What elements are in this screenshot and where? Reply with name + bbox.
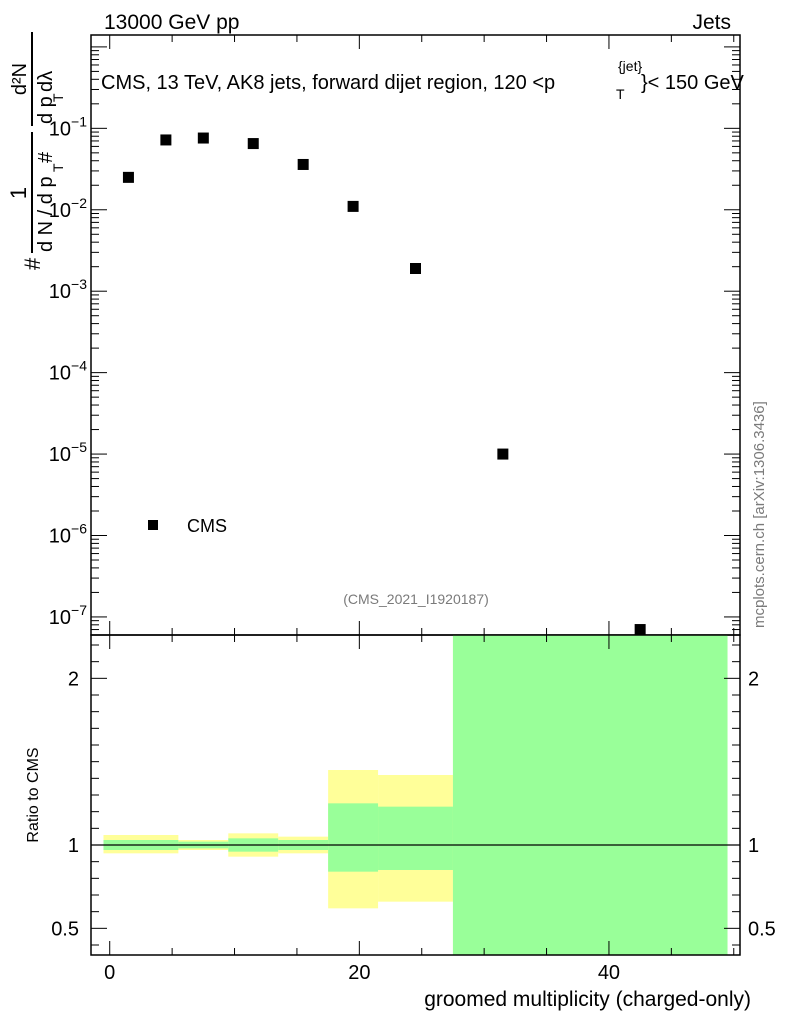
cms-data-point [247, 138, 259, 150]
ratio-y-tick-label: 0.5 [51, 918, 79, 940]
legend-label: CMS [187, 516, 227, 536]
cms-data-point [122, 171, 134, 183]
chart-title-prefix: CMS, 13 TeV, AK8 jets, forward dijet reg… [101, 72, 555, 94]
upper-y-tick-label: 10−3 [49, 276, 87, 303]
ylabel-frac1-den-suffix: # [35, 151, 57, 163]
ratio-y-tick-label: 2 [68, 668, 79, 690]
x-axis-label: groomed multiplicity (charged-only) [424, 988, 751, 1011]
chart-title-sub: T [616, 86, 625, 102]
ylabel-frac2-den-sub: T [50, 93, 66, 102]
cms-data-points [122, 132, 646, 636]
ylabel-prefix: # [20, 257, 45, 270]
chart-title-sup: {jet} [618, 58, 642, 74]
cms-data-point [410, 263, 421, 275]
header-left-label: 13000 GeV pp [104, 11, 239, 34]
ratio-tick-labels: 0.5 0.51 12 20 20 40 [51, 668, 776, 984]
ratio-y-tick-label-right: 1 [748, 835, 759, 857]
ylabel-frac2-num: d²N [9, 63, 31, 95]
upper-y-tick-label: 10−6 [49, 521, 87, 548]
upper-y-tick-label: 10−5 [49, 439, 87, 466]
x-tick-label: 20 [348, 962, 370, 984]
upper-plot-frame [90, 34, 741, 636]
upper-y-tick-label: 10−7 [49, 602, 87, 629]
ratio-stat-band [328, 803, 379, 872]
cms-data-point [160, 134, 172, 146]
legend-marker [148, 520, 158, 530]
ratio-bands [103, 635, 728, 955]
cms-data-point [634, 624, 646, 636]
chart-title-suffix: }< 150 GeV [641, 72, 745, 94]
upper-y-axis-label: # 1 d N / d p T # d²N d p T dλ [6, 32, 66, 270]
analysis-watermark: (CMS_2021_I1920187) [343, 591, 489, 607]
cms-data-point [497, 448, 509, 460]
ylabel-frac1-num: 1 [6, 187, 31, 199]
upper-x-axis-ticks [109, 35, 735, 635]
cms-data-point [347, 200, 359, 212]
cms-data-point [297, 158, 309, 170]
ylabel-frac2-den: d p [35, 96, 57, 124]
upper-y-tick-label: 10−1 [49, 113, 87, 140]
side-source-label: mcplots.cern.ch [arXiv:1306.3436] [751, 401, 768, 628]
x-tick-label: 40 [598, 962, 620, 984]
ratio-stat-band [452, 635, 728, 955]
ylabel-frac2-den-suffix: dλ [35, 71, 57, 92]
upper-y-axis-tick-labels: 10−1 10−2 10−3 10−4 10−5 10−6 10−7 [49, 113, 87, 629]
ylabel-frac1-den: d N / d p [35, 176, 57, 252]
ratio-y-axis-ticks [91, 644, 740, 946]
ratio-plot-panel: 0.5 0.51 12 20 20 40 Ratio to CMS groomed mul… [25, 634, 776, 1011]
upper-y-tick-label: 10−4 [49, 358, 87, 385]
x-tick-label: 0 [104, 962, 115, 984]
cms-data-point [197, 132, 209, 144]
upper-plot-panel: 10−1 10−2 10−3 10−4 10−5 10−6 10−7 (CMS_2021_I… [49, 34, 741, 636]
chart-title: CMS, 13 TeV, AK8 jets, forward dijet reg… [101, 58, 745, 102]
ratio-y-tick-label-right: 2 [748, 668, 759, 690]
upper-y-axis-ticks [91, 46, 740, 636]
ratio-stat-band [378, 806, 453, 870]
ratio-x-axis-ticks [109, 635, 735, 955]
ratio-y-tick-label-right: 0.5 [748, 918, 776, 940]
header-right-label: Jets [692, 11, 731, 34]
ylabel-frac1-den-sub: T [50, 163, 66, 172]
ratio-y-tick-label: 1 [68, 835, 79, 857]
ratio-y-axis-label: Ratio to CMS [25, 747, 42, 842]
upper-y-tick-label: 10−2 [49, 195, 87, 222]
